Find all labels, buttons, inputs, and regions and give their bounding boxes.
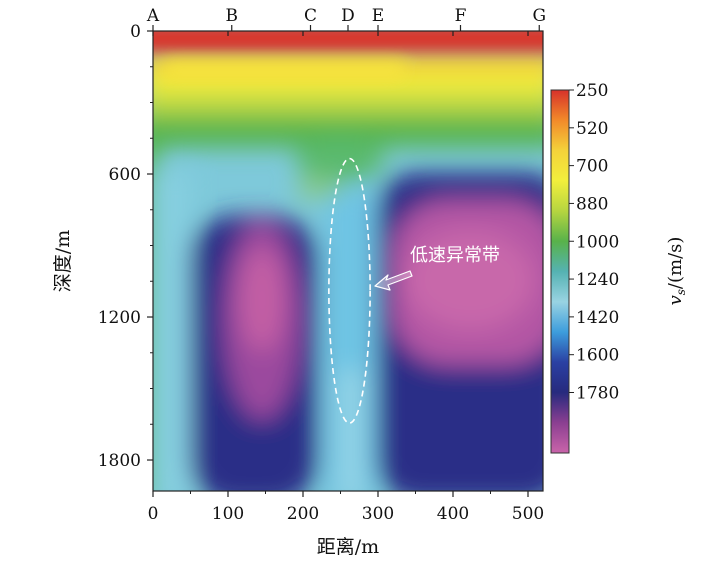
colorbar-tick-label: 1420 (576, 308, 619, 328)
heatmap-central-green-pocket (296, 176, 340, 200)
profile-point-label: D (341, 6, 355, 26)
y-tick-label: 600 (109, 165, 141, 185)
low-velocity-annotation: 低速异常带 (328, 157, 500, 424)
x-tick-label: 500 (512, 504, 544, 524)
x-tick-label: 100 (212, 504, 244, 524)
x-axis-label: 距离/m (317, 536, 379, 558)
low-velocity-ellipse (328, 157, 371, 424)
colorbar-tick-label: 880 (576, 194, 608, 214)
colorbar-title-unit: /(m/s) (665, 237, 686, 289)
annotation-arrow (374, 270, 413, 291)
heatmap-yellow-lens (165, 62, 405, 80)
y-axis-label: 深度/m (52, 230, 74, 292)
colorbar-tick-label: 1780 (576, 384, 619, 404)
y-tick-label: 1800 (98, 451, 141, 471)
heatmap-red-top (153, 31, 543, 52)
colorbar-tick-label: 1600 (576, 346, 619, 366)
colorbar-tick-label: 250 (576, 81, 608, 101)
colorbar-title-subscript: s (674, 289, 688, 295)
x-tick-label: 300 (362, 504, 394, 524)
x-tick-label: 400 (437, 504, 469, 524)
heatmap-central-green-dip (295, 138, 385, 182)
heatmap-left-pink-core (240, 248, 284, 352)
profile-point-label: G (532, 6, 546, 26)
annotation-label: 低速异常带 (410, 245, 500, 266)
profile-point-label: C (304, 6, 317, 26)
x-axis: 0 100 200 300 400 500 (148, 31, 544, 524)
y-tick-label: 1200 (98, 308, 141, 328)
profile-point-label: A (146, 6, 160, 26)
colorbar-tick-label: 700 (576, 157, 608, 177)
colorbar-title: vs/(m/s) (665, 237, 688, 306)
colorbar: 250 520 700 880 1000 1240 1420 1600 1780 vs/(m/s… (550, 81, 688, 454)
colorbar-tick-label: 1240 (576, 270, 619, 290)
colorbar-tick-label: 1000 (576, 232, 619, 252)
velocity-heatmap (153, 31, 543, 491)
heatmap-right-pink-core (405, 230, 535, 330)
colorbar-title-symbol: v (665, 295, 686, 305)
heatmap-left-cyan-band (153, 170, 190, 491)
y-axis: 0 600 1200 1800 (98, 22, 153, 471)
profile-point-label: B (226, 6, 239, 26)
colorbar-tick-label: 520 (576, 119, 608, 139)
profile-point-label: E (372, 6, 384, 26)
heatmap-central-column-light (340, 370, 362, 491)
colorbar-ticks: 250 520 700 880 1000 1240 1420 1600 1780 (569, 81, 619, 404)
y-tick-label: 0 (130, 22, 141, 42)
x-tick-label: 0 (148, 504, 159, 524)
colorbar-scale (550, 89, 570, 454)
x-tick-label: 200 (287, 504, 319, 524)
profile-point-label: F (455, 6, 467, 26)
